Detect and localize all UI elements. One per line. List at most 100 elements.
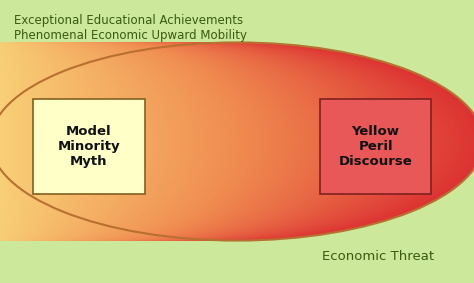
Ellipse shape (0, 42, 293, 241)
Ellipse shape (0, 42, 429, 241)
Ellipse shape (0, 42, 142, 241)
Ellipse shape (0, 42, 186, 241)
Ellipse shape (0, 42, 94, 241)
Ellipse shape (0, 42, 474, 241)
Ellipse shape (0, 42, 14, 241)
Ellipse shape (0, 42, 23, 241)
Ellipse shape (0, 42, 198, 241)
Ellipse shape (0, 42, 9, 241)
Ellipse shape (0, 42, 356, 241)
Ellipse shape (0, 42, 184, 241)
Ellipse shape (0, 42, 258, 241)
Ellipse shape (0, 42, 460, 241)
Ellipse shape (0, 42, 51, 241)
Ellipse shape (0, 42, 318, 241)
Ellipse shape (0, 42, 153, 241)
Bar (33, 99, 145, 194)
Ellipse shape (0, 42, 82, 241)
Ellipse shape (0, 42, 378, 241)
Ellipse shape (0, 42, 474, 241)
Ellipse shape (0, 42, 398, 241)
Ellipse shape (0, 42, 268, 241)
Ellipse shape (0, 42, 178, 241)
Ellipse shape (0, 42, 204, 241)
Ellipse shape (0, 42, 240, 241)
Ellipse shape (0, 42, 92, 241)
Ellipse shape (0, 42, 298, 241)
Ellipse shape (0, 42, 296, 241)
Ellipse shape (0, 42, 27, 241)
Ellipse shape (0, 42, 130, 241)
Ellipse shape (0, 42, 405, 241)
Ellipse shape (0, 42, 140, 241)
Ellipse shape (0, 42, 176, 241)
Ellipse shape (0, 42, 349, 241)
Ellipse shape (0, 42, 280, 241)
Ellipse shape (0, 42, 89, 241)
Ellipse shape (0, 42, 360, 241)
Ellipse shape (0, 42, 12, 241)
Ellipse shape (0, 42, 143, 241)
Ellipse shape (0, 42, 312, 241)
Ellipse shape (0, 42, 364, 241)
Ellipse shape (0, 42, 15, 241)
Ellipse shape (0, 42, 208, 241)
Ellipse shape (0, 42, 96, 241)
Ellipse shape (0, 42, 347, 241)
Ellipse shape (0, 42, 359, 241)
Ellipse shape (0, 42, 260, 241)
Ellipse shape (0, 42, 362, 241)
Ellipse shape (0, 42, 171, 241)
Ellipse shape (0, 42, 216, 241)
Ellipse shape (0, 42, 416, 241)
Ellipse shape (0, 42, 18, 241)
Ellipse shape (0, 42, 134, 241)
Ellipse shape (0, 42, 158, 241)
Ellipse shape (0, 42, 446, 241)
Ellipse shape (0, 42, 395, 241)
Ellipse shape (0, 42, 127, 241)
Ellipse shape (0, 42, 303, 241)
Ellipse shape (0, 42, 433, 241)
Ellipse shape (0, 42, 434, 241)
Ellipse shape (0, 42, 10, 241)
Ellipse shape (0, 42, 224, 241)
Ellipse shape (0, 42, 4, 241)
Ellipse shape (0, 42, 50, 241)
Ellipse shape (0, 42, 132, 241)
Ellipse shape (0, 42, 173, 241)
Ellipse shape (0, 42, 84, 241)
Ellipse shape (0, 42, 91, 241)
Ellipse shape (0, 42, 138, 241)
Ellipse shape (0, 42, 406, 241)
Ellipse shape (0, 42, 196, 241)
Ellipse shape (0, 42, 124, 241)
Ellipse shape (0, 42, 229, 241)
Ellipse shape (0, 42, 266, 241)
Ellipse shape (0, 42, 290, 241)
Ellipse shape (0, 42, 449, 241)
Ellipse shape (0, 42, 442, 241)
Ellipse shape (0, 42, 106, 241)
Ellipse shape (0, 42, 428, 241)
Ellipse shape (0, 42, 43, 241)
Ellipse shape (0, 42, 226, 241)
Ellipse shape (0, 42, 53, 241)
Ellipse shape (0, 42, 20, 241)
Ellipse shape (0, 42, 194, 241)
Ellipse shape (0, 42, 148, 241)
Ellipse shape (0, 42, 236, 241)
Ellipse shape (0, 42, 324, 241)
Ellipse shape (0, 42, 272, 241)
Ellipse shape (0, 42, 262, 241)
Ellipse shape (0, 42, 145, 241)
Ellipse shape (0, 42, 319, 241)
Ellipse shape (0, 42, 45, 241)
Ellipse shape (0, 42, 166, 241)
Ellipse shape (0, 42, 63, 241)
Ellipse shape (0, 42, 209, 241)
Ellipse shape (0, 42, 56, 241)
Ellipse shape (0, 42, 326, 241)
Ellipse shape (0, 42, 152, 241)
Ellipse shape (0, 42, 48, 241)
